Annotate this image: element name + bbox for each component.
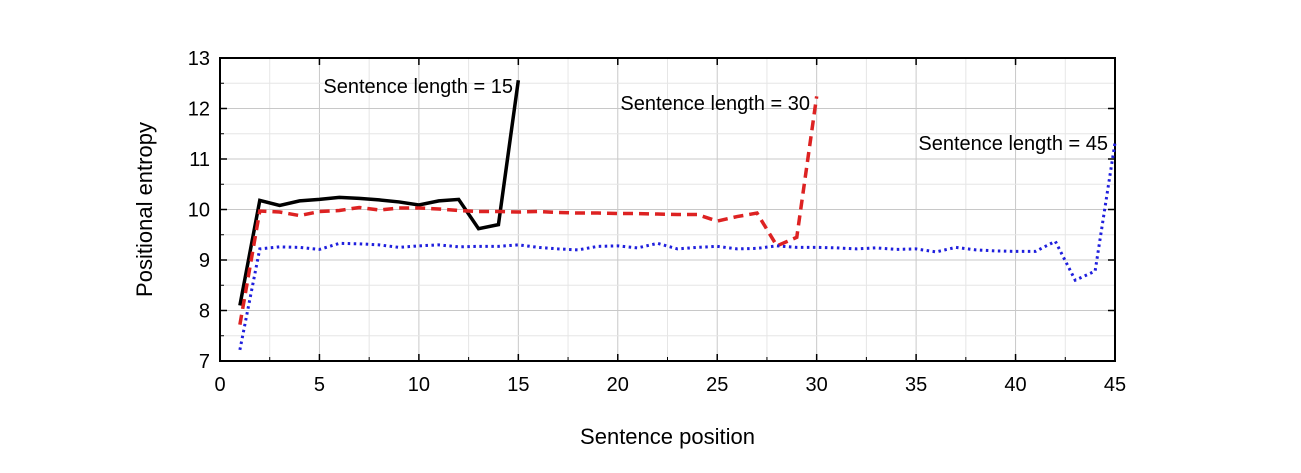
x-axis-title: Sentence position <box>580 424 755 449</box>
y-axis-title: Positional entropy <box>132 122 157 297</box>
x-tick-label: 20 <box>607 374 629 396</box>
y-tick-label: 10 <box>188 200 210 222</box>
axis-ticks <box>219 57 1116 362</box>
annotation-length-15: Sentence length = 15 <box>323 76 513 98</box>
x-tick-label: 45 <box>1104 374 1126 396</box>
annotation-length-30: Sentence length = 30 <box>620 93 810 115</box>
x-tick-label: 15 <box>507 374 529 396</box>
y-tick-label: 9 <box>199 250 210 272</box>
series-lines <box>238 79 1117 351</box>
series-line-0 <box>238 79 521 306</box>
y-tick-label: 13 <box>188 48 210 70</box>
x-tick-label: 5 <box>314 374 325 396</box>
grid <box>219 57 1116 362</box>
series-line-1 <box>238 96 819 325</box>
tick-labels: 0 5 10 15 20 25 30 35 40 45 7 8 9 10 11 12 13 <box>188 48 1126 396</box>
x-tick-label: 30 <box>806 374 828 396</box>
y-tick-label: 12 <box>188 99 210 121</box>
y-tick-label: 8 <box>199 301 210 323</box>
series-line-2 <box>238 142 1117 351</box>
x-tick-label: 25 <box>706 374 728 396</box>
y-tick-label: 11 <box>189 149 210 171</box>
y-tick-label: 7 <box>199 351 210 373</box>
x-tick-label: 35 <box>905 374 927 396</box>
x-tick-label: 10 <box>408 374 430 396</box>
annotation-length-45: Sentence length = 45 <box>918 133 1108 155</box>
x-tick-label: 0 <box>214 374 225 396</box>
x-tick-label: 40 <box>1004 374 1026 396</box>
